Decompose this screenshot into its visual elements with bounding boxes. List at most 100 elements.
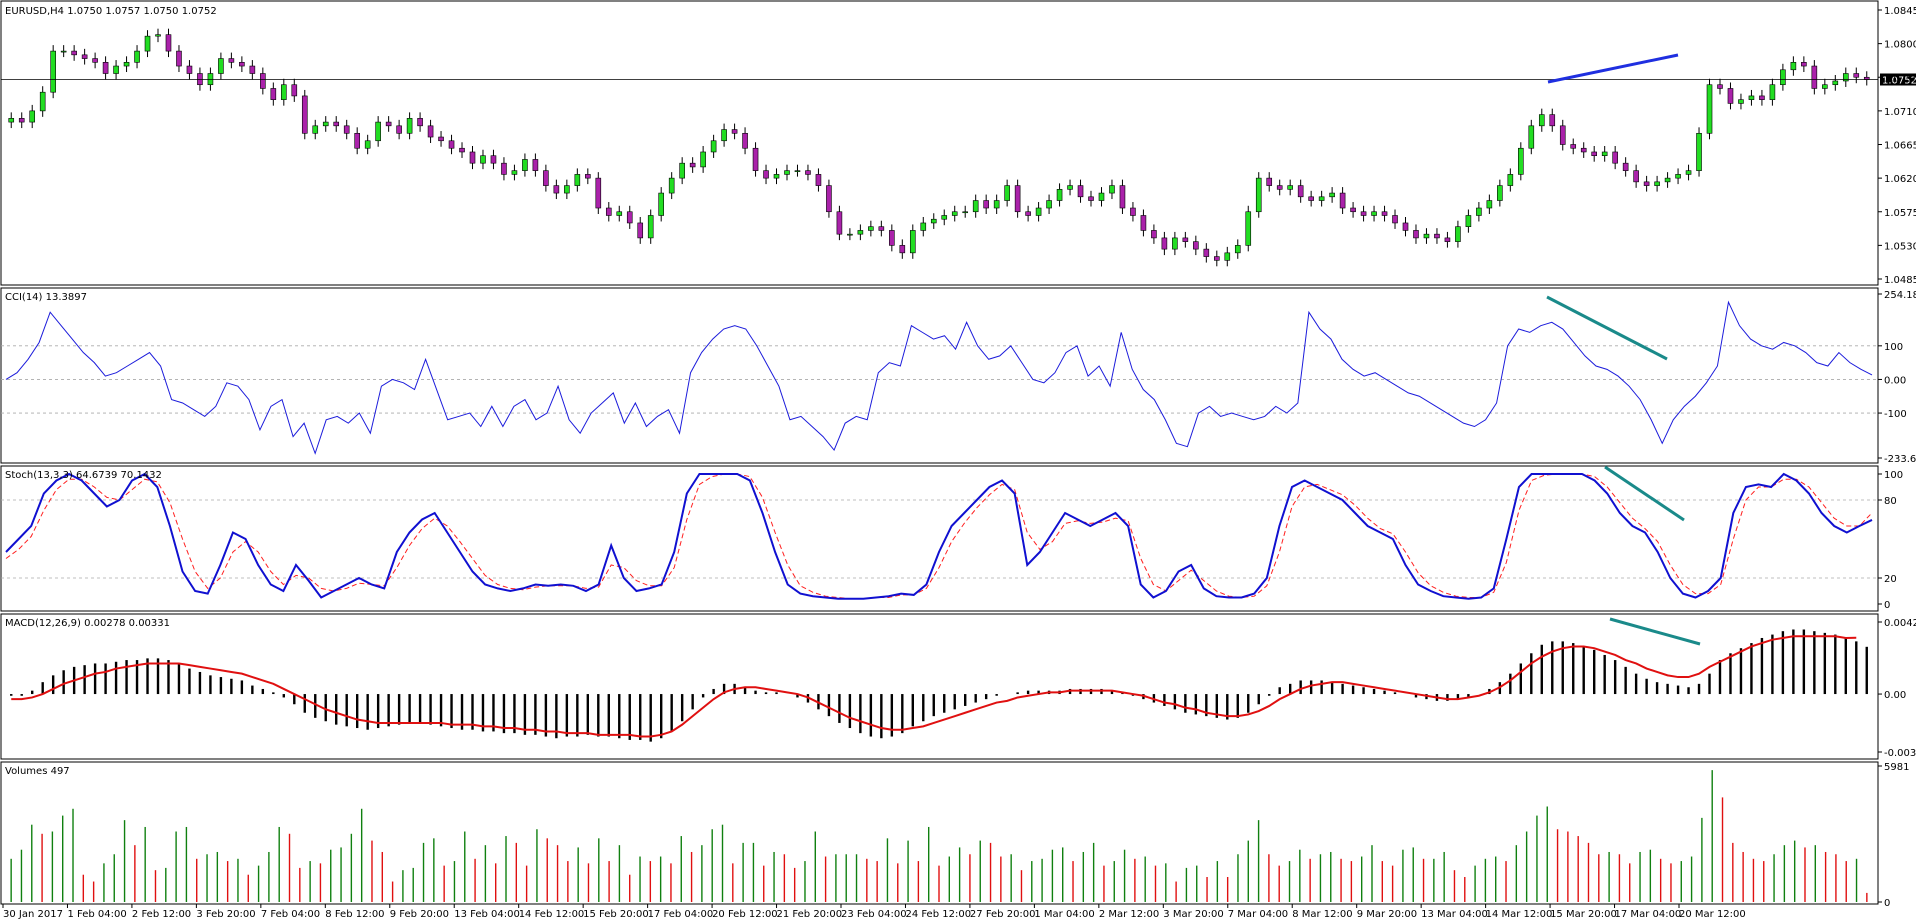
candle-body	[889, 230, 895, 246]
candle-body	[312, 125, 319, 134]
candle-body	[1109, 185, 1115, 194]
stoch-main-line	[5, 472, 1873, 600]
candle-body	[1853, 73, 1860, 78]
stoch-signal-line	[5, 473, 1873, 600]
time-axis-label: 27 Feb 20:00	[970, 909, 1036, 920]
cci-line	[5, 300, 1873, 455]
stoch-axis-tick-label: 100	[1884, 470, 1903, 481]
price-trendline[interactable]	[1547, 53, 1679, 84]
candle-body	[1067, 185, 1073, 190]
candle-body	[1119, 185, 1126, 209]
stoch-panel-frame	[0, 465, 1879, 612]
candle-body	[815, 174, 822, 186]
volume-axis-tick-label: 5981	[1884, 762, 1909, 773]
candle-body	[1675, 174, 1681, 179]
candle-body	[909, 230, 916, 254]
cci-trendline[interactable]	[1546, 295, 1668, 361]
candle-body	[417, 118, 423, 127]
candle-body	[1518, 147, 1524, 175]
candle-body	[71, 50, 77, 56]
candle-body	[1476, 207, 1482, 216]
candle-body	[396, 125, 402, 134]
candle-body	[228, 58, 235, 63]
candle-body	[270, 88, 277, 100]
cci-panel[interactable]: CCI(14) 13.3897	[0, 287, 1879, 464]
candle-body	[972, 200, 979, 213]
cci-axis-tick-label: -233.685	[1884, 454, 1916, 465]
time-axis-label: 7 Feb 04:00	[261, 909, 320, 920]
candle-body	[836, 211, 843, 235]
stoch-panel[interactable]: Stoch(13,3,3) 64.6739 70.1432	[0, 465, 1879, 612]
time-axis-label: 13 Feb 04:00	[454, 909, 520, 920]
time-axis-label: 9 Mar 20:00	[1357, 909, 1417, 920]
price-axis-tick-label: 1.0710	[1884, 107, 1916, 118]
price-axis-tick-label: 1.0530	[1884, 241, 1916, 252]
candle-body	[773, 174, 780, 179]
price-axis-tick-label: 1.0575	[1884, 208, 1916, 219]
candle-body	[1255, 177, 1262, 213]
stoch-trendline[interactable]	[1604, 465, 1685, 522]
candle-body	[532, 159, 539, 171]
time-axis-label: 14 Feb 12:00	[519, 909, 585, 920]
candle-body	[1811, 65, 1818, 89]
candle-body	[1413, 230, 1419, 239]
candle-body	[679, 162, 685, 179]
volume-panel[interactable]: Volumes 497	[0, 761, 1879, 905]
candle-body	[1423, 233, 1430, 239]
candle-body	[553, 185, 560, 194]
candle-body	[658, 192, 664, 216]
candle-body	[626, 211, 633, 224]
candle-body	[1088, 196, 1094, 201]
candle-body	[1727, 88, 1734, 104]
time-axis-label: 1 Mar 04:00	[1034, 909, 1094, 920]
candle-body	[1318, 196, 1325, 201]
candle-body	[1455, 226, 1461, 242]
candle-body	[710, 140, 717, 153]
price-axis-tick-label: 1.0800	[1884, 40, 1916, 51]
candle-body	[1748, 95, 1755, 100]
macd-layer	[10, 629, 1868, 742]
candle-body	[144, 35, 151, 52]
cci-axis-tick-label: 100	[1884, 342, 1903, 353]
price-axis-tick-label: 1.0755	[1884, 73, 1916, 84]
candle-body	[113, 65, 119, 74]
time-axis-label: 17 Mar 04:00	[1615, 909, 1682, 920]
cci-title: CCI(14) 13.3897	[5, 292, 87, 303]
candle-body	[1172, 237, 1178, 250]
price-panel[interactable]: EURUSD,H4 1.0750 1.0757 1.0750 1.0752 1.…	[0, 0, 1916, 286]
candle-body	[1035, 207, 1042, 216]
macd-trendline[interactable]	[1609, 617, 1701, 646]
volume-title: Volumes 497	[5, 766, 70, 777]
time-axis-label: 17 Feb 04:00	[648, 909, 714, 920]
candle-body	[1182, 237, 1189, 242]
candle-body	[385, 121, 392, 127]
time-axis-label: 15 Mar 20:00	[1550, 909, 1617, 920]
candle-body	[564, 185, 570, 194]
candle-body	[1402, 222, 1409, 231]
cci-axis-tick-label: 0.00	[1884, 375, 1906, 386]
candle-body	[438, 136, 444, 142]
candle-body	[1769, 84, 1776, 100]
candle-body	[1706, 84, 1713, 134]
candle-body	[1497, 185, 1503, 201]
candle-body	[585, 174, 591, 179]
candle-body	[1528, 125, 1535, 149]
time-axis-label: 14 Mar 12:00	[1486, 909, 1553, 920]
macd-title: MACD(12,26,9) 0.00278 0.00331	[5, 618, 170, 629]
candle-body	[920, 222, 927, 231]
candle-body	[511, 170, 518, 175]
candle-body	[1444, 237, 1451, 242]
candle-body	[805, 170, 811, 175]
candle-body	[1297, 185, 1304, 198]
candle-body	[1842, 73, 1849, 82]
price-axis-tick-label: 1.0620	[1884, 174, 1916, 185]
macd-panel[interactable]: MACD(12,26,9) 0.00278 0.00331	[0, 613, 1879, 760]
macd-signal-line	[11, 635, 1857, 738]
candle-body	[941, 215, 948, 220]
candle-body	[364, 140, 371, 149]
candle-body	[281, 84, 287, 100]
candle-body	[1130, 207, 1136, 216]
time-axis-label: 2 Mar 12:00	[1099, 909, 1159, 920]
time-axis-label: 15 Feb 20:00	[583, 909, 649, 920]
